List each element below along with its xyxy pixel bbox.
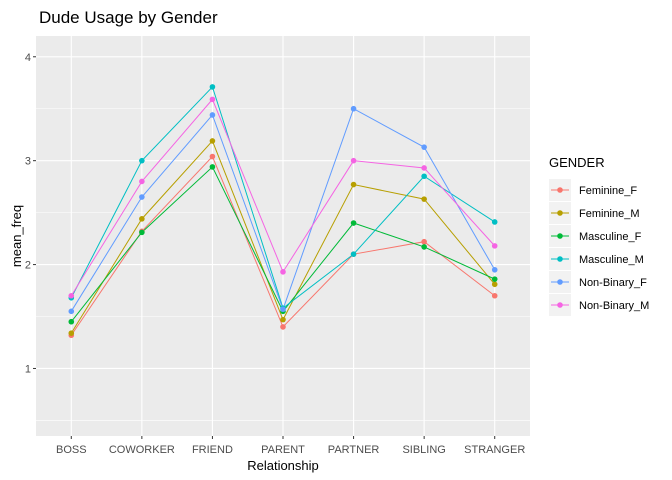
legend-label: Non-Binary_M	[579, 300, 649, 312]
legend-key-point	[557, 256, 563, 262]
data-point	[491, 281, 498, 288]
legend: GENDER Feminine_F Feminine_M Masculine_F Ma…	[549, 155, 649, 316]
data-point	[209, 112, 216, 118]
legend-title: GENDER	[549, 155, 605, 170]
legend-key-point	[557, 210, 563, 216]
x-axis-title: Relationship	[247, 458, 319, 473]
axis-tick-labels: 1 2 3 4 BOSS COWORKER FRIEND PARENT PARTNER SIBLI…	[25, 52, 525, 456]
data-point	[421, 238, 427, 245]
data-point	[421, 165, 427, 171]
chart-title: Dude Usage by Gender	[39, 8, 218, 27]
y-axis-title: mean_freq	[9, 205, 24, 267]
data-point	[350, 220, 357, 226]
data-point	[350, 181, 357, 188]
x-tick-label: COWORKER	[109, 444, 175, 456]
legend-label: Feminine_F	[579, 185, 637, 197]
x-tick-label: SIBLING	[402, 444, 445, 456]
y-tick-label: 1	[25, 363, 31, 375]
legend-label: Masculine_F	[579, 231, 642, 243]
y-tick-label: 4	[25, 52, 31, 64]
x-tick-label: PARTNER	[328, 444, 380, 456]
series-points	[68, 84, 498, 339]
x-tick-label: BOSS	[56, 444, 87, 456]
data-point	[491, 276, 498, 282]
y-tick-label: 3	[25, 156, 31, 168]
data-point	[350, 105, 357, 112]
data-point	[68, 292, 75, 299]
data-point	[209, 84, 216, 90]
data-point	[139, 178, 145, 185]
y-tick-label: 2	[25, 260, 31, 272]
data-point	[491, 219, 498, 225]
data-point	[139, 157, 145, 164]
data-point	[350, 251, 357, 257]
data-point	[209, 138, 216, 144]
data-point	[209, 164, 216, 170]
x-tick-label: PARENT	[261, 444, 305, 456]
data-point	[491, 243, 498, 249]
x-tick-label: FRIEND	[192, 444, 233, 456]
data-point	[68, 308, 75, 315]
legend-key-point	[557, 187, 563, 193]
data-point	[350, 157, 357, 164]
data-point	[209, 96, 216, 103]
legend-label: Non-Binary_F	[579, 277, 647, 289]
data-point	[139, 194, 145, 200]
data-point	[280, 269, 286, 275]
data-point	[209, 153, 216, 160]
data-point	[421, 244, 427, 250]
x-tick-label: STRANGER	[464, 444, 525, 456]
data-point	[139, 216, 145, 222]
legend-key-point	[557, 302, 563, 308]
data-point	[421, 173, 427, 180]
grid-lines	[36, 36, 530, 436]
data-point	[139, 229, 145, 236]
legend-key-point	[557, 279, 563, 285]
legend-label: Masculine_M	[579, 254, 644, 266]
data-point	[68, 318, 75, 325]
data-point	[68, 330, 75, 336]
data-point	[280, 324, 286, 330]
legend-label: Feminine_M	[579, 208, 640, 220]
data-point	[491, 266, 498, 273]
legend-key-point	[557, 233, 563, 239]
data-point	[280, 306, 286, 313]
data-point	[491, 292, 498, 299]
data-point	[421, 196, 427, 202]
data-point	[280, 316, 286, 323]
axis-ticks	[33, 56, 496, 439]
data-point	[421, 144, 427, 150]
